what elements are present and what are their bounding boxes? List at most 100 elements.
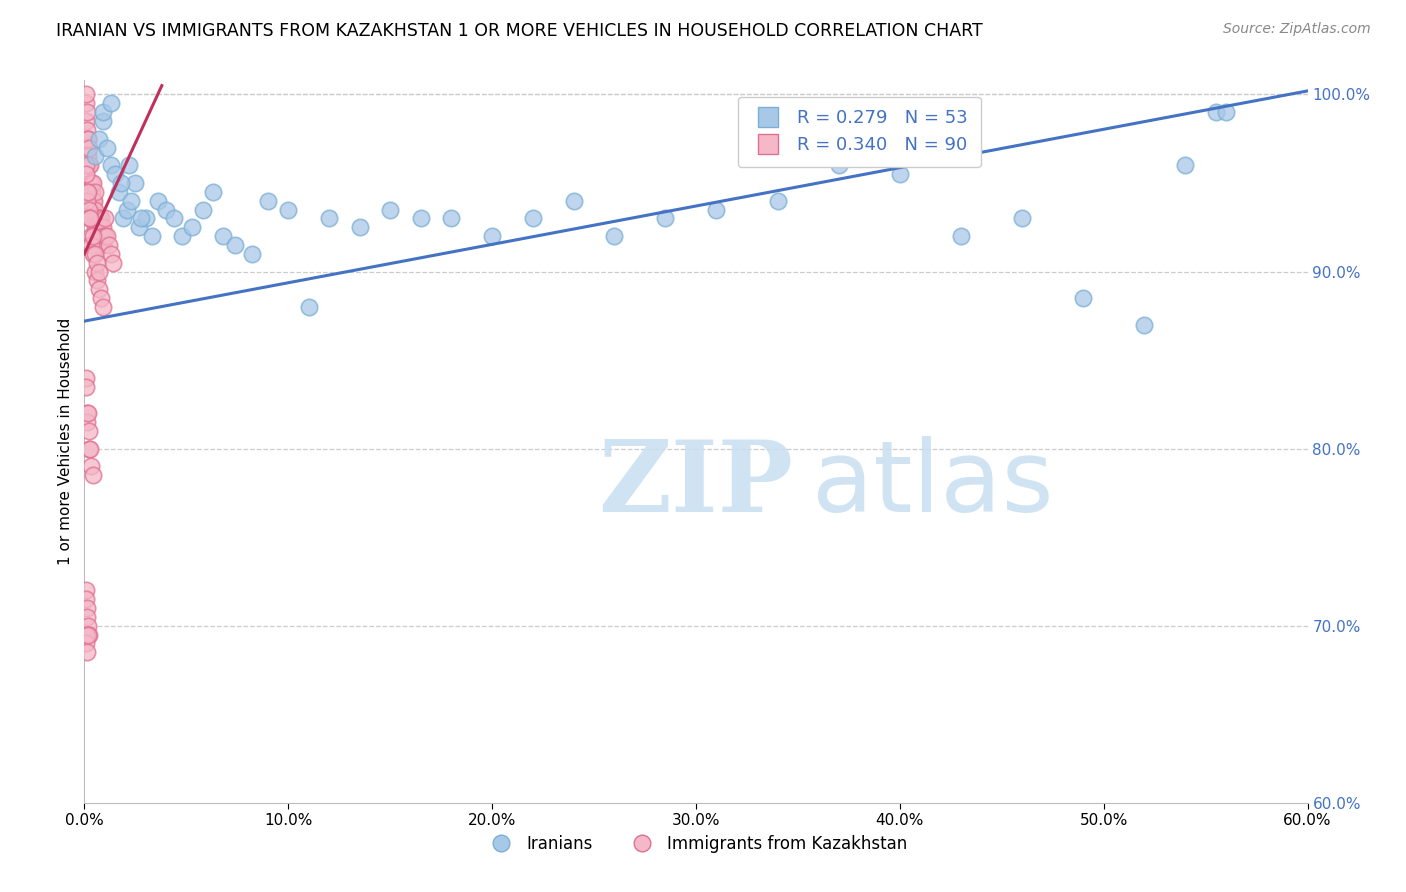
Point — [76, 185, 98, 199]
Point — [75, 167, 97, 181]
Point — [77, 627, 100, 641]
Point — [86, 220, 108, 235]
Point — [409, 211, 432, 226]
Point — [75, 87, 97, 102]
Point — [201, 185, 224, 199]
Point — [76, 406, 98, 420]
Point — [1011, 211, 1033, 226]
Point — [83, 247, 105, 261]
Point — [79, 176, 101, 190]
Point — [75, 379, 97, 393]
Point — [75, 592, 97, 607]
Point — [481, 229, 503, 244]
Point — [131, 211, 153, 226]
Point — [298, 300, 321, 314]
Point — [82, 176, 104, 190]
Point — [87, 282, 110, 296]
Point — [84, 264, 107, 278]
Point — [79, 442, 101, 456]
Point — [76, 140, 98, 154]
Point — [84, 220, 107, 235]
Text: ZIP: ZIP — [598, 436, 793, 533]
Point — [82, 202, 104, 217]
Point — [80, 238, 103, 252]
Point — [257, 194, 280, 208]
Point — [318, 211, 340, 226]
Point — [91, 229, 114, 244]
Point — [79, 211, 101, 226]
Text: atlas: atlas — [813, 436, 1054, 533]
Point — [77, 202, 100, 217]
Point — [82, 185, 104, 199]
Point — [110, 176, 132, 190]
Point — [108, 185, 131, 199]
Point — [90, 291, 112, 305]
Point — [77, 424, 100, 438]
Point — [80, 459, 103, 474]
Point — [100, 158, 122, 172]
Point — [86, 255, 108, 269]
Point — [93, 229, 115, 244]
Point — [349, 220, 371, 235]
Point — [950, 229, 973, 244]
Point — [104, 167, 127, 181]
Point — [603, 229, 626, 244]
Point — [115, 202, 138, 217]
Point — [75, 158, 97, 172]
Point — [80, 185, 103, 199]
Point — [77, 627, 100, 641]
Point — [82, 229, 104, 244]
Point — [1174, 158, 1197, 172]
Point — [654, 211, 676, 226]
Point — [101, 255, 124, 269]
Point — [124, 176, 146, 190]
Point — [75, 583, 97, 598]
Point — [83, 149, 105, 163]
Text: Source: ZipAtlas.com: Source: ZipAtlas.com — [1223, 22, 1371, 37]
Point — [91, 300, 114, 314]
Point — [80, 229, 103, 244]
Point — [277, 202, 299, 217]
Point — [83, 194, 105, 208]
Y-axis label: 1 or more Vehicles in Household: 1 or more Vehicles in Household — [58, 318, 73, 566]
Point — [97, 238, 120, 252]
Point — [87, 211, 110, 226]
Point — [141, 229, 163, 244]
Point — [91, 105, 114, 120]
Point — [76, 194, 98, 208]
Point — [128, 220, 150, 235]
Point — [75, 371, 97, 385]
Point — [86, 229, 108, 244]
Point — [118, 158, 141, 172]
Point — [440, 211, 463, 226]
Point — [87, 132, 110, 146]
Point — [1073, 291, 1095, 305]
Point — [76, 610, 98, 624]
Point — [212, 229, 235, 244]
Point — [76, 123, 98, 137]
Point — [83, 185, 105, 199]
Point — [82, 468, 104, 483]
Point — [82, 211, 104, 226]
Point — [380, 202, 402, 217]
Point — [84, 211, 107, 226]
Point — [76, 105, 98, 120]
Point — [80, 176, 103, 190]
Point — [766, 194, 789, 208]
Point — [76, 158, 98, 172]
Point — [79, 176, 101, 190]
Point — [181, 220, 204, 235]
Point — [79, 185, 101, 199]
Point — [191, 202, 214, 217]
Point — [155, 202, 177, 217]
Point — [77, 406, 100, 420]
Point — [146, 194, 169, 208]
Point — [76, 645, 98, 659]
Text: IRANIAN VS IMMIGRANTS FROM KAZAKHSTAN 1 OR MORE VEHICLES IN HOUSEHOLD CORRELATIO: IRANIAN VS IMMIGRANTS FROM KAZAKHSTAN 1 … — [56, 22, 983, 40]
Point — [82, 194, 104, 208]
Point — [91, 220, 114, 235]
Point — [76, 415, 98, 429]
Point — [240, 247, 263, 261]
Point — [75, 96, 97, 111]
Point — [80, 194, 103, 208]
